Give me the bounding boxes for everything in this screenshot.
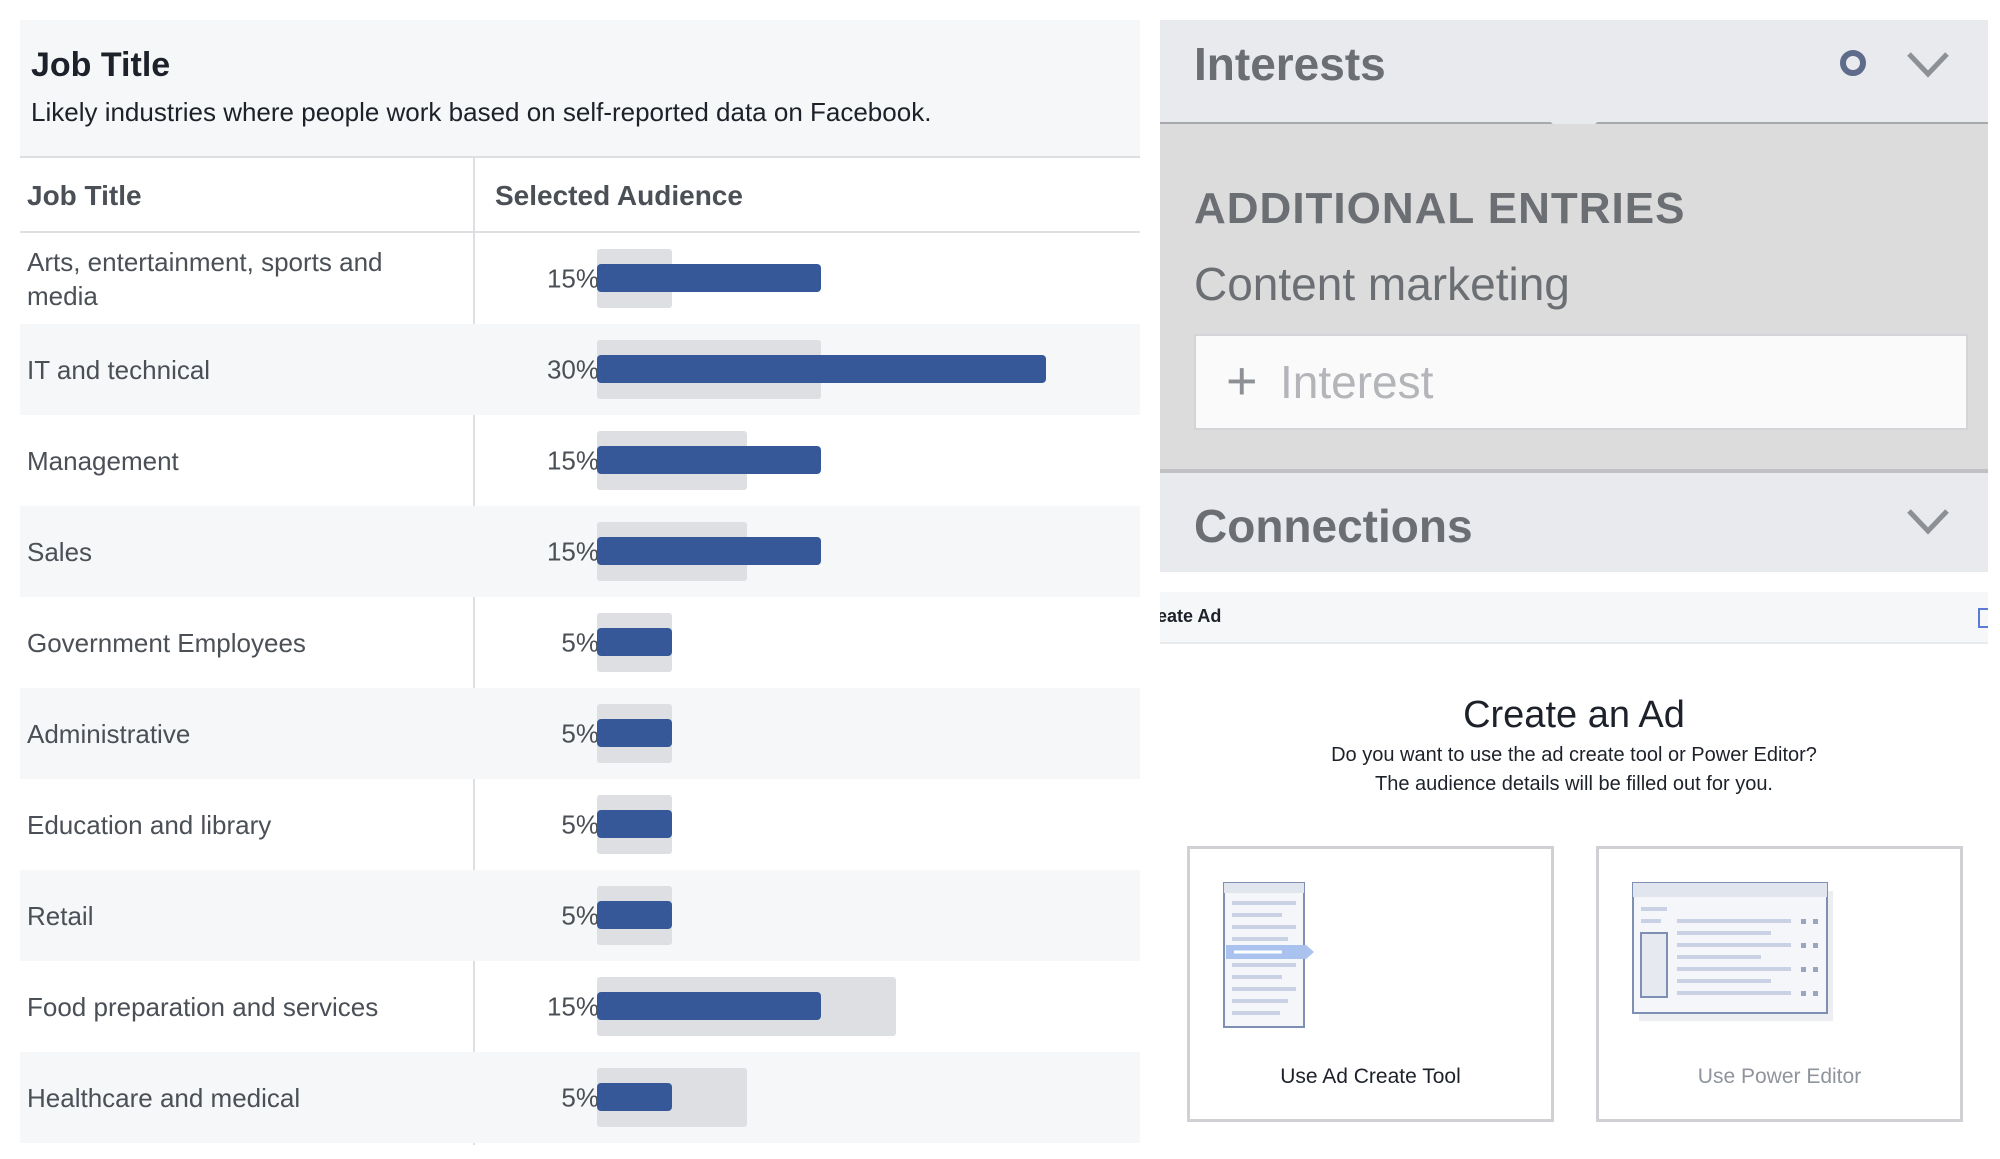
dialog-subtitle: The audience details will be filled out … <box>1374 773 1773 795</box>
table-body: Arts, entertainment, sports and media 15%… <box>20 233 1140 1143</box>
audience-bar <box>597 810 672 838</box>
audience-percent: 5% <box>561 718 599 748</box>
job-title-label: Government Employees <box>27 627 306 658</box>
dialog-topbar: reate Ad <box>1160 592 1988 644</box>
table-row: Sales 15% <box>20 506 1140 597</box>
audience-bar <box>597 628 672 656</box>
table-row: Management 15% <box>20 415 1140 506</box>
column-header-job-title[interactable]: Job Title <box>27 180 142 211</box>
option-label: Use Power Editor <box>1697 1065 1862 1088</box>
audience-percent: 5% <box>561 809 599 839</box>
audience-percent: 5% <box>561 900 599 930</box>
audience-bar <box>597 537 822 565</box>
table-row: Retail 5% <box>20 870 1140 961</box>
job-title-label: Healthcare and medical <box>27 1082 301 1113</box>
column-divider <box>473 158 475 1145</box>
job-title-label: IT and technical <box>27 354 211 385</box>
table-row: Government Employees 5% <box>20 597 1140 688</box>
audience-bar <box>597 446 822 474</box>
create-ad-dialog: reate Ad Create an Ad Do you want to use… <box>1160 592 1988 1159</box>
ad-create-tool-icon <box>1223 882 1314 1028</box>
audience-percent: 5% <box>561 627 599 657</box>
power-editor-icon <box>1632 882 1833 1021</box>
audience-bar <box>597 901 672 929</box>
use-power-editor-button[interactable]: Use Power Editor <box>1596 846 1963 1122</box>
interests-body: ADDITIONAL ENTRIES Content marketing + <box>1160 124 1988 469</box>
column-header-selected-audience[interactable]: Selected Audience <box>495 180 743 211</box>
job-title-table: Job Title Selected Audience Arts, entert… <box>20 158 1140 1145</box>
job-title-label: Arts, entertainment, sports and media <box>27 246 383 311</box>
job-title-label: Administrative <box>27 718 191 749</box>
table-header-row: Job Title Selected Audience <box>20 158 1140 233</box>
interest-input[interactable] <box>1278 350 1882 414</box>
audience-bar <box>597 719 672 747</box>
table-row: Healthcare and medical 5% <box>20 1052 1140 1143</box>
job-title-label: Sales <box>27 536 93 567</box>
audience-percent: 5% <box>561 1082 599 1112</box>
dialog-tab-title: reate Ad <box>1160 606 1222 626</box>
interests-panel: Interests ADDITIONAL ENTRIES Content mar… <box>1160 20 1988 572</box>
table-row: Food preparation and services 15% <box>20 961 1140 1052</box>
table-row: Administrative 5% <box>20 688 1140 779</box>
close-icon[interactable] <box>1978 608 1988 628</box>
additional-entries-heading: ADDITIONAL ENTRIES <box>1194 184 1686 233</box>
section-divider <box>1160 469 1988 473</box>
connections-title: Connections <box>1194 500 1473 552</box>
audience-percent: 30% <box>546 354 599 384</box>
panel-title: Job Title <box>31 46 171 84</box>
interest-entry[interactable]: Content marketing <box>1194 258 1570 310</box>
job-title-label: Education and library <box>27 809 272 840</box>
audience-percent: 15% <box>546 536 599 566</box>
gear-icon[interactable] <box>1840 50 1866 76</box>
job-title-label: Management <box>27 445 179 476</box>
audience-bar <box>597 992 822 1020</box>
job-title-header: Job Title Likely industries where people… <box>20 20 1140 158</box>
job-title-label: Retail <box>27 900 94 931</box>
panel-subtitle: Likely industries where people work base… <box>31 97 932 127</box>
audience-bar <box>597 355 1046 383</box>
dialog-subtitle: Do you want to use the ad create tool or… <box>1331 744 1817 766</box>
table-row: IT and technical 30% <box>20 324 1140 415</box>
option-label: Use Ad Create Tool <box>1280 1065 1461 1088</box>
audience-percent: 15% <box>546 445 599 475</box>
use-ad-create-tool-button[interactable]: Use Ad Create Tool <box>1187 846 1554 1122</box>
chevron-down-icon[interactable] <box>1905 505 1951 539</box>
audience-percent: 15% <box>546 263 599 293</box>
audience-percent: 15% <box>546 991 599 1021</box>
audience-bar <box>597 1083 672 1111</box>
audience-bar <box>597 264 822 292</box>
interests-title: Interests <box>1194 38 1386 90</box>
dialog-title: Create an Ad <box>1463 694 1685 736</box>
plus-icon: + <box>1226 351 1258 411</box>
table-row: Education and library 5% <box>20 779 1140 870</box>
interests-header[interactable]: Interests <box>1160 20 1988 126</box>
connections-section[interactable]: Connections <box>1160 473 1988 572</box>
interest-input-box[interactable]: + <box>1194 334 1968 430</box>
job-title-panel: Job Title Likely industries where people… <box>20 20 1140 1145</box>
job-title-label: Food preparation and services <box>27 991 379 1022</box>
table-row: Arts, entertainment, sports and media 15% <box>20 233 1140 324</box>
chevron-down-icon[interactable] <box>1905 48 1951 82</box>
